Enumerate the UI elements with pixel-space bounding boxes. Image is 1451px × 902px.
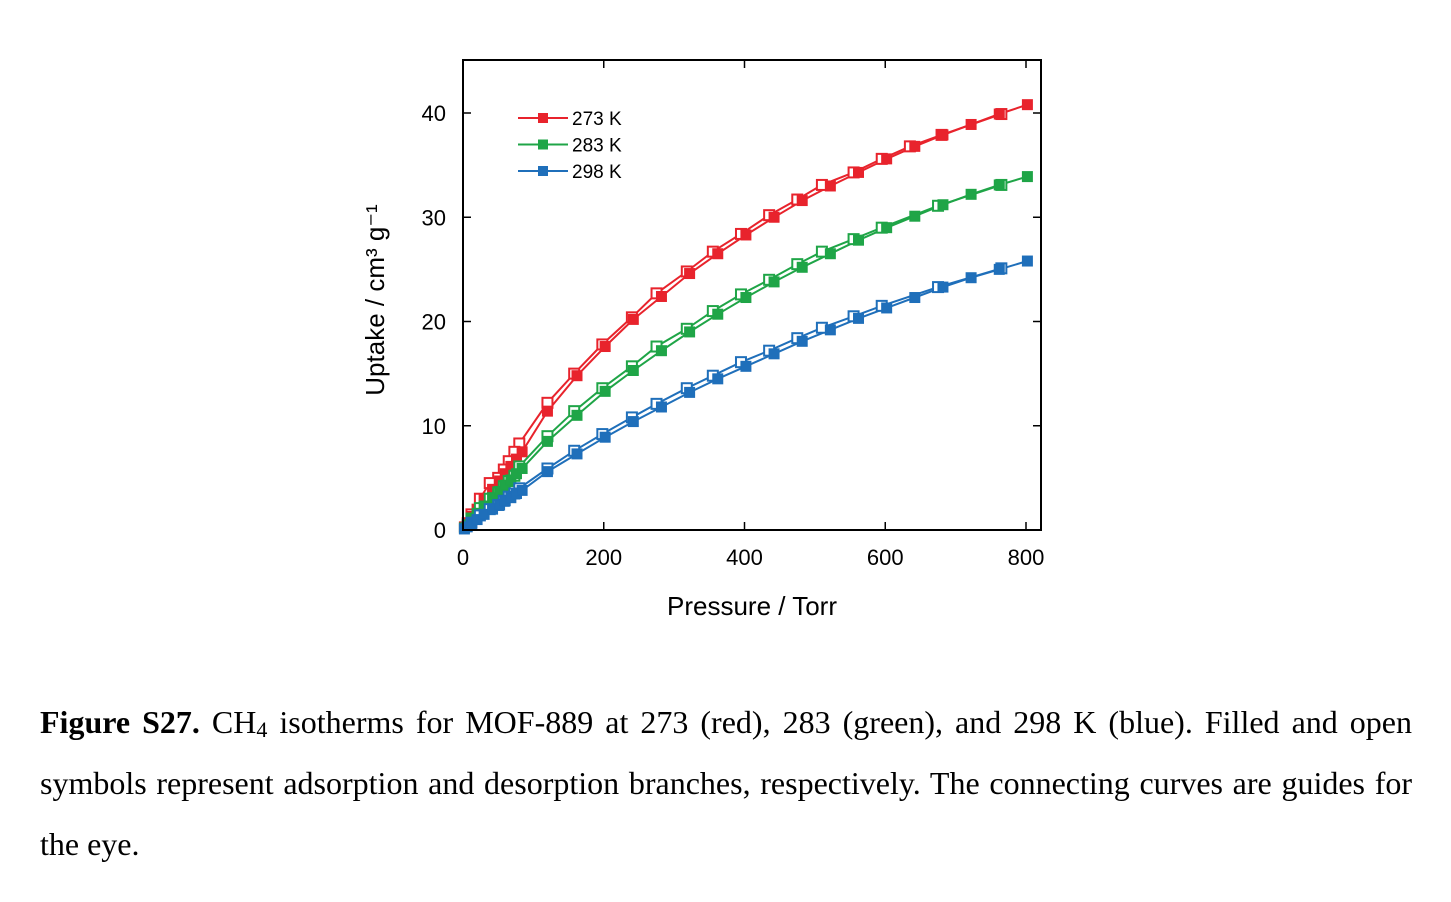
caption-subscript: 4 <box>256 717 268 742</box>
adsorption-point <box>684 386 696 398</box>
adsorption-point <box>796 195 808 207</box>
adsorption-point <box>853 166 865 178</box>
adsorption-point <box>768 276 780 288</box>
adsorption-point <box>541 466 553 478</box>
caption-label: Figure S27. <box>40 704 200 740</box>
adsorption-point <box>937 281 949 293</box>
adsorption-point <box>684 326 696 338</box>
adsorption-point <box>627 364 639 376</box>
adsorption-point <box>571 370 583 382</box>
adsorption-point <box>824 324 836 336</box>
caption-text-end: isotherms for MOF-889 at 273 (red), 283 … <box>40 704 1413 862</box>
adsorption-point <box>516 462 528 474</box>
adsorption-point <box>937 129 949 141</box>
adsorption-point <box>881 302 893 314</box>
legend-marker <box>538 139 548 150</box>
adsorption-point <box>853 234 865 246</box>
adsorption-point <box>768 348 780 360</box>
adsorption-point <box>505 474 517 486</box>
series-298-k <box>458 255 1033 535</box>
adsorption-point <box>712 373 724 385</box>
adsorption-point <box>824 248 836 260</box>
adsorption-point <box>1021 255 1033 267</box>
adsorption-point <box>965 272 977 284</box>
adsorption-point <box>1021 171 1033 183</box>
y-tick-label: 10 <box>422 414 446 439</box>
x-tick-label: 600 <box>867 545 904 570</box>
figure-caption: Figure S27. CH4 isotherms for MOF-889 at… <box>40 692 1412 875</box>
y-tick-label: 20 <box>422 310 446 335</box>
adsorption-point <box>937 199 949 211</box>
x-tick-label: 400 <box>726 545 763 570</box>
adsorption-point <box>796 261 808 273</box>
adsorption-point <box>599 431 611 443</box>
isotherm-chart: 0 200 400 600 800 0 10 20 30 40 273 K 283 K 298 K P… <box>360 59 1045 621</box>
adsorption-point <box>909 292 921 304</box>
adsorption-point <box>516 484 528 496</box>
adsorption-point <box>516 446 528 458</box>
adsorption-point <box>655 345 667 357</box>
adsorption-point <box>881 222 893 234</box>
axis-ticks: 0 200 400 600 800 0 10 20 30 40 <box>422 60 1045 570</box>
y-tick-label: 30 <box>422 205 446 230</box>
caption-text-start: CH <box>199 704 257 740</box>
adsorption-point <box>740 229 752 241</box>
x-axis-title: Pressure / Torr <box>667 591 837 621</box>
desorption-line <box>470 267 1002 524</box>
adsorption-point <box>909 140 921 152</box>
y-tick-label: 0 <box>434 518 446 543</box>
isotherm-figure: 0 200 400 600 800 0 10 20 30 40 273 K 283 K 298 K P… <box>360 59 1045 621</box>
legend-label: 273 K <box>572 109 622 130</box>
adsorption-point <box>909 210 921 222</box>
x-tick-label: 0 <box>457 545 469 570</box>
adsorption-point <box>993 108 1005 120</box>
adsorption-point <box>541 435 553 447</box>
adsorption-point <box>993 263 1005 275</box>
adsorption-point <box>655 401 667 413</box>
legend-marker <box>538 113 548 123</box>
adsorption-point <box>740 360 752 372</box>
legend: 273 K 283 K 298 K <box>518 109 622 183</box>
legend-marker <box>538 166 548 176</box>
adsorption-point <box>655 290 667 302</box>
adsorption-point <box>853 312 865 324</box>
adsorption-point <box>571 409 583 421</box>
adsorption-point <box>571 448 583 460</box>
series-283-k <box>458 171 1033 534</box>
adsorption-point <box>824 180 836 192</box>
y-tick-label: 40 <box>422 101 446 126</box>
series-layer <box>458 99 1033 535</box>
x-tick-label: 200 <box>585 545 622 570</box>
x-tick-label: 800 <box>1008 545 1045 570</box>
adsorption-point <box>965 118 977 130</box>
adsorption-point <box>740 292 752 304</box>
adsorption-point <box>768 211 780 223</box>
y-axis-title: Uptake / cm³ g⁻¹ <box>360 204 390 396</box>
adsorption-point <box>881 153 893 165</box>
adsorption-point <box>796 335 808 347</box>
adsorption-point <box>1021 99 1033 111</box>
adsorption-point <box>627 416 639 428</box>
adsorption-point <box>712 248 724 260</box>
adsorption-point <box>684 268 696 280</box>
adsorption-point <box>627 313 639 325</box>
adsorption-point <box>993 179 1005 191</box>
adsorption-point <box>712 308 724 320</box>
desorption-line <box>470 113 1002 515</box>
legend-label: 298 K <box>572 162 622 183</box>
legend-label: 283 K <box>572 136 622 157</box>
adsorption-point <box>541 405 553 417</box>
adsorption-point <box>599 385 611 397</box>
plot-frame <box>462 59 1042 531</box>
adsorption-point <box>965 188 977 200</box>
adsorption-point <box>599 341 611 353</box>
